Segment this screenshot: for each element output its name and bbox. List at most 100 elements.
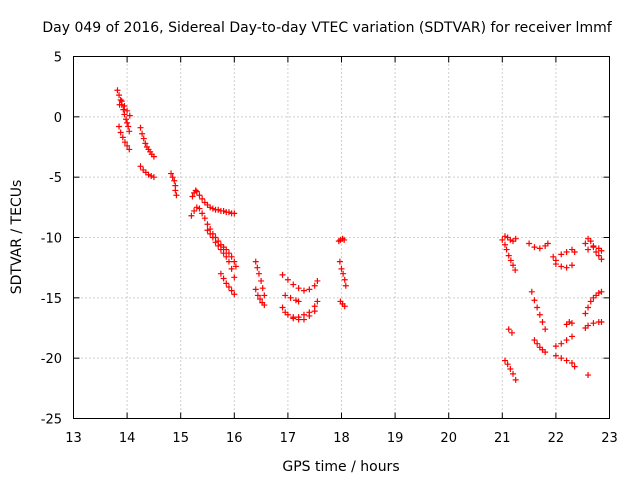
data-point bbox=[150, 153, 157, 160]
data-point bbox=[255, 270, 262, 277]
series-arc-1 bbox=[114, 87, 133, 135]
x-tick-label: 22 bbox=[548, 431, 565, 446]
data-point bbox=[512, 376, 519, 383]
data-point bbox=[192, 187, 199, 194]
data-point bbox=[585, 322, 592, 329]
data-point bbox=[119, 134, 126, 141]
data-point bbox=[225, 250, 232, 257]
data-point bbox=[116, 92, 123, 99]
series-arc-2 bbox=[116, 98, 133, 119]
data-point bbox=[563, 248, 570, 255]
data-point bbox=[191, 207, 198, 214]
y-tick-label: -15 bbox=[41, 292, 62, 307]
data-point bbox=[563, 264, 570, 271]
data-point bbox=[341, 236, 348, 243]
series-arc-29 bbox=[552, 352, 578, 370]
data-point bbox=[292, 297, 299, 304]
data-point bbox=[252, 286, 259, 293]
series-arc-5 bbox=[137, 163, 157, 181]
data-point bbox=[595, 290, 602, 297]
data-point bbox=[571, 363, 578, 370]
data-point bbox=[196, 192, 203, 199]
data-point bbox=[568, 359, 575, 366]
series-arc-21 bbox=[501, 241, 519, 274]
data-point bbox=[590, 320, 597, 327]
data-point bbox=[150, 174, 157, 181]
data-point bbox=[542, 326, 549, 333]
data-point bbox=[311, 303, 318, 310]
data-point bbox=[120, 106, 127, 113]
data-point bbox=[121, 102, 128, 109]
data-point bbox=[338, 265, 345, 272]
data-point bbox=[220, 207, 227, 214]
data-point bbox=[231, 291, 238, 298]
series-arc-12 bbox=[252, 286, 268, 309]
data-point bbox=[125, 123, 132, 130]
chart-title: Day 049 of 2016, Sidereal Day-to-day VTE… bbox=[42, 20, 612, 36]
x-tick-label: 20 bbox=[440, 431, 457, 446]
data-point bbox=[531, 244, 538, 251]
data-point bbox=[598, 318, 605, 325]
grid bbox=[73, 56, 610, 419]
data-point bbox=[282, 292, 289, 299]
data-point bbox=[148, 172, 155, 179]
data-point bbox=[261, 292, 268, 299]
data-point bbox=[207, 204, 214, 211]
x-tick-label: 13 bbox=[65, 431, 82, 446]
data-point bbox=[140, 135, 147, 142]
data-point bbox=[290, 315, 297, 322]
data-point bbox=[510, 370, 517, 377]
data-point bbox=[508, 329, 515, 336]
data-point bbox=[314, 298, 321, 305]
data-point bbox=[531, 297, 538, 304]
data-point bbox=[215, 206, 222, 213]
series-arc-20 bbox=[499, 233, 519, 245]
data-point bbox=[121, 111, 128, 118]
data-point bbox=[114, 87, 121, 94]
data-point bbox=[512, 235, 519, 242]
y-tick-labels: 5 0 -5 -10 -15 -20 -25 bbox=[41, 51, 62, 428]
series-arc-9 bbox=[204, 227, 238, 281]
series-arc-16 bbox=[290, 298, 321, 322]
data-point bbox=[585, 372, 592, 379]
data-point bbox=[118, 98, 125, 105]
series-arc-14 bbox=[282, 292, 302, 305]
data-point bbox=[563, 337, 570, 344]
data-points bbox=[114, 87, 605, 383]
data-point bbox=[558, 340, 565, 347]
data-point bbox=[124, 119, 131, 126]
data-point bbox=[534, 340, 541, 347]
data-point bbox=[566, 318, 573, 325]
series-arc-30 bbox=[552, 333, 575, 350]
data-point bbox=[590, 244, 597, 251]
data-point bbox=[503, 246, 510, 253]
series-arc-13 bbox=[279, 271, 321, 294]
data-point bbox=[552, 261, 559, 268]
data-point bbox=[501, 233, 508, 240]
data-point bbox=[121, 139, 128, 146]
data-point bbox=[585, 246, 592, 253]
data-point bbox=[290, 281, 297, 288]
data-point bbox=[505, 326, 512, 333]
x-tick-label: 14 bbox=[119, 431, 136, 446]
data-point bbox=[558, 355, 565, 362]
series-arc-28 bbox=[552, 261, 575, 271]
data-point bbox=[571, 248, 578, 255]
x-tick-labels: 13 14 15 16 17 18 19 20 21 22 23 bbox=[65, 431, 618, 446]
data-point bbox=[306, 309, 313, 316]
x-tick-label: 18 bbox=[333, 431, 350, 446]
data-point bbox=[341, 276, 348, 283]
series-arc-23 bbox=[505, 326, 515, 336]
data-point bbox=[126, 112, 133, 119]
data-point bbox=[207, 230, 214, 237]
data-point bbox=[582, 240, 589, 247]
data-point bbox=[231, 274, 238, 281]
data-point bbox=[223, 253, 230, 260]
series-arc-10 bbox=[217, 270, 238, 298]
data-point bbox=[536, 245, 543, 252]
x-axis-title: GPS time / hours bbox=[282, 459, 399, 475]
data-point bbox=[558, 251, 565, 258]
data-point bbox=[558, 263, 565, 270]
data-point bbox=[507, 257, 514, 264]
